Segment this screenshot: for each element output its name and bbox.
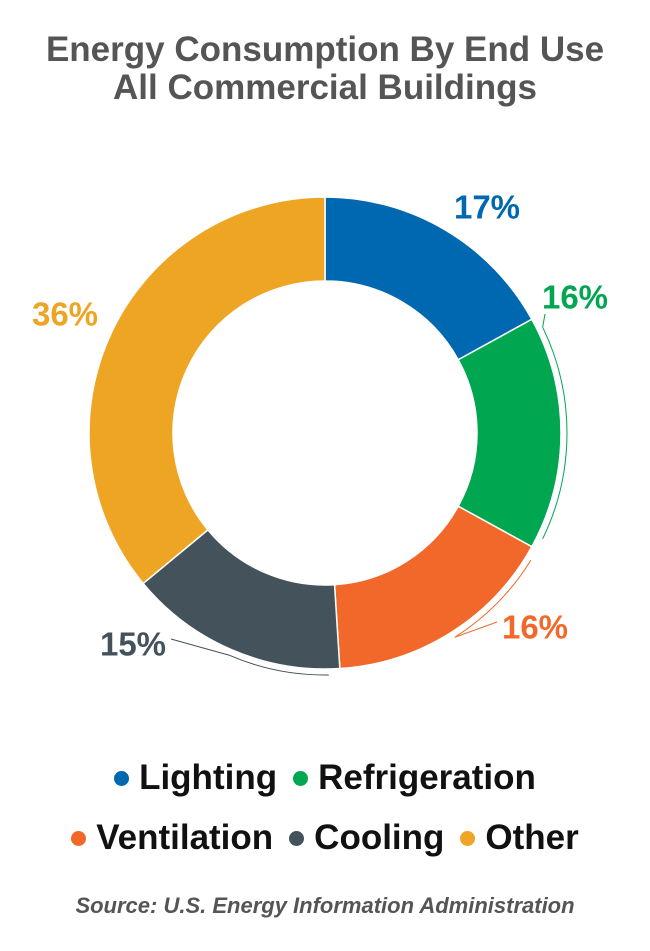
data-label: 16% <box>502 609 568 646</box>
legend-item: Other <box>460 818 579 858</box>
legend-label: Cooling <box>314 818 445 857</box>
legend-label: Lighting <box>139 758 278 797</box>
leader-line <box>170 638 329 676</box>
legend: Lighting Refrigeration <box>0 758 650 798</box>
donut-segment <box>88 196 326 585</box>
legend-item: Refrigeration <box>293 758 536 798</box>
data-label: 15% <box>100 626 166 663</box>
source-note: Source: U.S. Energy Information Administ… <box>75 893 575 918</box>
legend-label: Ventilation <box>96 818 274 857</box>
legend-marker <box>114 770 130 786</box>
data-label: 16% <box>542 279 608 316</box>
donut-segment <box>457 318 562 548</box>
legend-item: Ventilation <box>71 818 273 858</box>
data-label: 36% <box>32 296 98 333</box>
leader-line <box>454 559 532 638</box>
leader-line <box>542 313 568 540</box>
legend-label: Other <box>485 818 579 857</box>
legend-marker <box>460 830 476 846</box>
legend-marker <box>293 770 309 786</box>
legend-item: Cooling <box>289 818 444 858</box>
legend-item: Lighting <box>114 758 277 798</box>
legend-marker <box>289 830 305 846</box>
legend-marker <box>71 830 87 846</box>
chart-title: Energy Consumption By End Use <box>45 30 605 69</box>
legend: Ventilation Cooling Other <box>0 818 650 858</box>
legend-label: Refrigeration <box>318 758 536 797</box>
data-label: 17% <box>454 189 520 226</box>
chart-subtitle: All Commercial Buildings <box>113 68 537 107</box>
